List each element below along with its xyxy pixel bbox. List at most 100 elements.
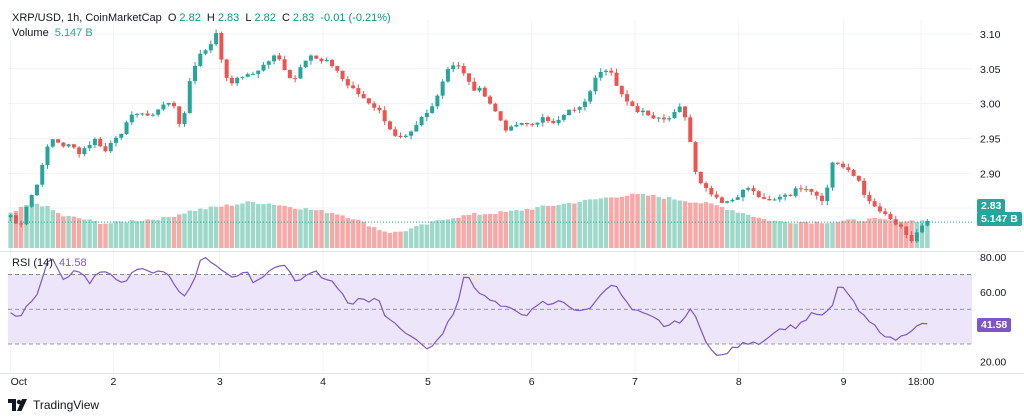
candle: [282, 55, 287, 71]
candle: [751, 185, 756, 195]
candle-body: [303, 60, 308, 68]
rsi-tick-label: 80.00: [980, 252, 1006, 264]
candle: [193, 61, 198, 85]
volume-bar: [777, 221, 783, 248]
candle-body: [187, 81, 192, 114]
candle-body: [103, 146, 108, 152]
candle: [704, 181, 709, 192]
candle-body: [530, 124, 535, 126]
candle-body: [788, 194, 793, 196]
volume-bar: [329, 212, 335, 248]
candle-body: [193, 65, 198, 82]
candle-body: [640, 110, 645, 113]
candle: [92, 137, 97, 149]
candle: [535, 122, 540, 128]
volume-bar: [666, 197, 672, 248]
candle: [356, 84, 361, 97]
candle: [435, 94, 440, 110]
candle-body: [166, 102, 171, 105]
volume-bar: [825, 223, 830, 248]
candle-body: [825, 187, 830, 202]
candle-body: [646, 110, 651, 116]
candle-body: [45, 146, 50, 166]
candle: [98, 136, 103, 148]
candle: [646, 110, 651, 117]
volume-bar: [830, 222, 835, 248]
volume-bar: [672, 199, 677, 248]
volume-bar: [371, 227, 377, 248]
candle-body: [177, 106, 182, 124]
volume-bar: [292, 208, 298, 248]
candle: [609, 67, 614, 76]
volume-bar: [134, 221, 140, 248]
time-tick-label: 3: [217, 376, 223, 388]
volume-bar: [361, 221, 366, 248]
volume-bar: [561, 203, 567, 248]
candle-body: [546, 117, 551, 121]
candle-body: [698, 171, 703, 184]
candle-body: [877, 206, 882, 212]
volume-bar: [350, 219, 356, 248]
candle-body: [145, 113, 150, 116]
volume-bar: [867, 218, 872, 248]
candle: [50, 138, 55, 149]
volume-bar: [767, 221, 772, 248]
candle: [577, 106, 582, 114]
symbol-title[interactable]: XRP/USD, 1h, CoinMarketCap: [12, 12, 162, 24]
price-tick-label: 3.05: [980, 64, 1001, 76]
candle-body: [872, 201, 877, 207]
volume-bar: [640, 193, 646, 248]
candle-body: [846, 167, 851, 171]
rsi-tick-label: 20.00: [980, 356, 1006, 368]
rsi-label[interactable]: RSI (14): [12, 257, 53, 269]
candle-body: [830, 162, 835, 188]
candle-body: [582, 101, 587, 108]
candle: [740, 188, 745, 202]
volume-bar: [29, 203, 34, 248]
candle-body: [308, 55, 313, 61]
candle-body: [372, 103, 377, 108]
candle: [603, 69, 608, 76]
candle: [108, 140, 113, 154]
volume-bar: [187, 210, 192, 248]
candle: [862, 178, 867, 198]
candle: [140, 113, 145, 116]
candle-body: [851, 170, 856, 176]
volume-bar: [740, 212, 746, 248]
volume-tag: 5.147 B: [977, 212, 1022, 226]
volume-bar: [440, 219, 445, 248]
volume-bar: [651, 194, 656, 248]
volume-bar: [377, 230, 382, 248]
volume-label[interactable]: Volume: [12, 27, 49, 39]
candle: [366, 97, 371, 105]
volume-bar: [203, 209, 208, 248]
candle-body: [71, 144, 76, 148]
volume-bar: [877, 218, 883, 248]
candle-body: [482, 87, 487, 97]
candle: [709, 185, 714, 197]
candle-body: [398, 135, 403, 137]
volume-bar: [835, 221, 841, 248]
candle-body: [345, 79, 350, 86]
candle-body: [735, 197, 740, 200]
candle-body: [593, 77, 598, 92]
tradingview-logo[interactable]: TradingView: [8, 398, 99, 412]
candle-body: [171, 102, 176, 107]
candle-body: [762, 197, 767, 199]
candle-body: [266, 61, 271, 65]
candle: [424, 109, 429, 122]
candle: [572, 107, 577, 113]
candle: [651, 111, 656, 120]
candle: [883, 208, 888, 216]
volume-bar: [229, 205, 235, 248]
price-tick-label: 3.00: [980, 99, 1001, 111]
volume-bar: [925, 221, 930, 248]
candle: [203, 49, 208, 56]
candle: [382, 106, 387, 126]
candle-body: [567, 109, 572, 116]
candle: [250, 71, 255, 76]
candle: [582, 98, 587, 111]
volume-bar: [761, 219, 767, 248]
candle-body: [19, 223, 24, 225]
